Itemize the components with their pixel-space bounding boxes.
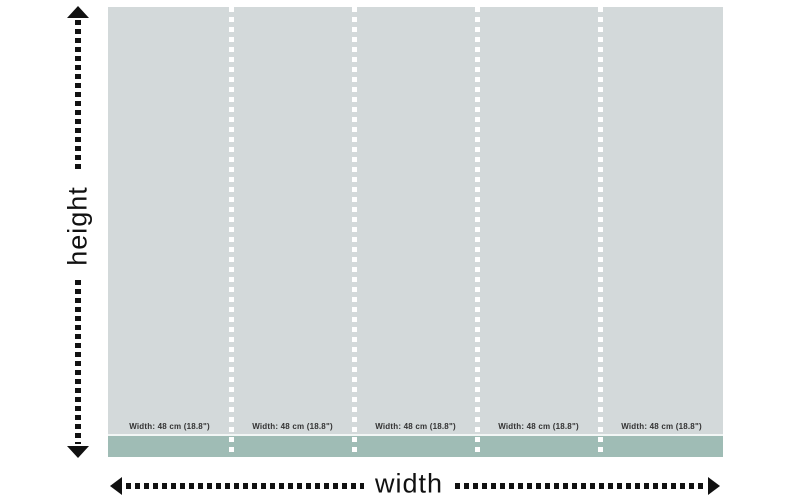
panel-width-label: Width: 48 cm (18.8") xyxy=(129,422,210,431)
arrow-right-icon xyxy=(708,477,720,495)
dashed-line-horizontal xyxy=(126,483,364,489)
height-axis-label: height xyxy=(62,186,93,266)
mural-base-strip xyxy=(108,434,723,457)
panel-width-label: Width: 48 cm (18.8") xyxy=(498,422,579,431)
arrow-up-icon xyxy=(67,6,89,18)
arrow-down-icon xyxy=(67,446,89,458)
panel-divider-dashed-line xyxy=(351,7,357,457)
dashed-line-horizontal xyxy=(455,483,705,489)
dashed-line-vertical xyxy=(75,280,81,444)
arrow-left-icon xyxy=(110,477,122,495)
dashed-line-vertical xyxy=(75,20,81,171)
mural-preview: Width: 48 cm (18.8") Width: 48 cm (18.8"… xyxy=(108,7,723,457)
panel-divider-dashed-line xyxy=(597,7,603,457)
panel-width-label: Width: 48 cm (18.8") xyxy=(375,422,456,431)
panel-divider-dashed-line xyxy=(474,7,480,457)
panel-width-label: Width: 48 cm (18.8") xyxy=(621,422,702,431)
width-axis-label: width xyxy=(374,468,444,499)
panel-divider-dashed-line xyxy=(228,7,234,457)
panel-width-label: Width: 48 cm (18.8") xyxy=(252,422,333,431)
